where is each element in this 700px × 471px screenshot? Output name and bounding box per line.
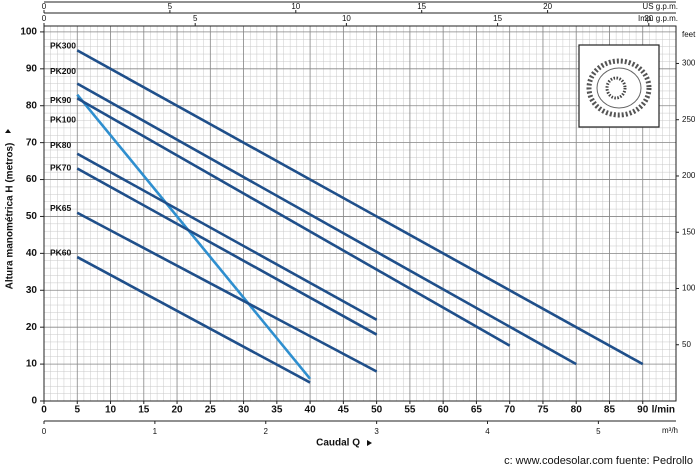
pump-curve: [76, 152, 378, 321]
secondary-axis-label: Imp. g.p.m.: [638, 14, 678, 23]
secondary-tick-label: 3: [374, 427, 379, 436]
pump-curve: [76, 211, 378, 373]
secondary-axis-label: m³/h: [662, 426, 678, 435]
secondary-tick-label: 10: [291, 2, 300, 11]
impeller-hub: [605, 76, 627, 100]
x-tick-label: 15: [138, 405, 150, 416]
x-tick-label: 5: [74, 405, 80, 416]
y-arrow: [5, 129, 11, 133]
feet-tick-label: 250: [682, 115, 696, 124]
plot-frame: [43, 25, 677, 402]
series-label: PK100: [50, 115, 76, 125]
y-tick-label: 10: [26, 359, 38, 370]
y-tick-label: 60: [26, 174, 38, 185]
y-tick-label: 90: [26, 63, 38, 74]
pump-curve: [76, 255, 311, 384]
impeller-vanes: [586, 58, 652, 118]
x-tick-label: 50: [371, 405, 383, 416]
feet-tick-label: 300: [682, 59, 696, 68]
secondary-tick-label: 4: [485, 427, 490, 436]
y-axis-title: Altura manométrica H (metros): [5, 143, 16, 290]
x-tick-label: 20: [171, 405, 183, 416]
secondary-tick-label: 20: [543, 2, 552, 11]
x-tick-label: 85: [604, 405, 616, 416]
x-tick-label: 70: [504, 405, 516, 416]
feet-axis-label: feet: [682, 30, 696, 39]
feet-tick-label: 200: [682, 171, 696, 180]
secondary-tick-label: 0: [42, 2, 47, 11]
series-label: PK70: [50, 163, 72, 173]
series-label: PK60: [50, 247, 72, 257]
impeller-disc: [596, 67, 642, 109]
feet-tick-label: 100: [682, 284, 696, 293]
feet-tick-label: 50: [682, 340, 691, 349]
x-tick-label: 25: [205, 405, 217, 416]
feet-tick-label: 150: [682, 227, 696, 236]
series-label: PK200: [50, 66, 76, 76]
secondary-axis-label: US g.p.m.: [642, 2, 678, 11]
y-tick-label: 70: [26, 137, 38, 148]
secondary-tick-label: 0: [42, 14, 47, 23]
secondary-tick-label: 2: [264, 427, 269, 436]
y-tick-label: 0: [31, 396, 37, 407]
x-tick-label: 10: [105, 405, 117, 416]
x-tick-label: 0: [41, 405, 47, 416]
y-tick-label: 20: [26, 322, 38, 333]
x-tick-label: 40: [305, 405, 317, 416]
series-label: PK80: [50, 140, 72, 150]
secondary-tick-label: 5: [168, 2, 173, 11]
pump-curve: [76, 49, 644, 366]
secondary-tick-label: 15: [493, 14, 502, 23]
pump-curve: [76, 167, 378, 336]
x-unit: l/min: [652, 405, 675, 416]
series-label: PK65: [50, 203, 72, 213]
secondary-tick-label: 5: [193, 14, 198, 23]
y-tick-label: 30: [26, 285, 38, 296]
secondary-tick-label: 1: [153, 427, 158, 436]
secondary-tick-label: 20: [644, 14, 653, 23]
y-tick-label: 40: [26, 248, 38, 259]
series-label: PK300: [50, 41, 76, 51]
x-axis-title: Caudal Q: [316, 438, 360, 449]
secondary-tick-label: 5: [596, 427, 601, 436]
x-tick-label: 55: [404, 405, 416, 416]
x-tick-label: 65: [471, 405, 483, 416]
secondary-tick-label: 10: [342, 14, 351, 23]
secondary-tick-label: 15: [417, 2, 426, 11]
y-tick-label: 50: [26, 211, 38, 222]
x-tick-label: 45: [338, 405, 350, 416]
pump-curve: [76, 93, 312, 380]
x-tick-label: 35: [271, 405, 283, 416]
pump-curve: [76, 82, 577, 366]
x-tick-label: 60: [438, 405, 450, 416]
x-tick-label: 90: [637, 405, 649, 416]
y-tick-label: 100: [20, 27, 37, 38]
secondary-tick-label: 0: [42, 427, 47, 436]
x-tick-label: 75: [537, 405, 549, 416]
impeller-inset: [578, 44, 660, 128]
x-arrow: [367, 440, 372, 446]
source-note: c: www.codesolar.com fuente: Pedrollo: [504, 455, 693, 467]
pump-curve: [76, 97, 511, 347]
series-label: PK90: [50, 95, 72, 105]
x-tick-label: 30: [238, 405, 250, 416]
y-tick-label: 80: [26, 100, 38, 111]
x-tick-label: 80: [571, 405, 583, 416]
